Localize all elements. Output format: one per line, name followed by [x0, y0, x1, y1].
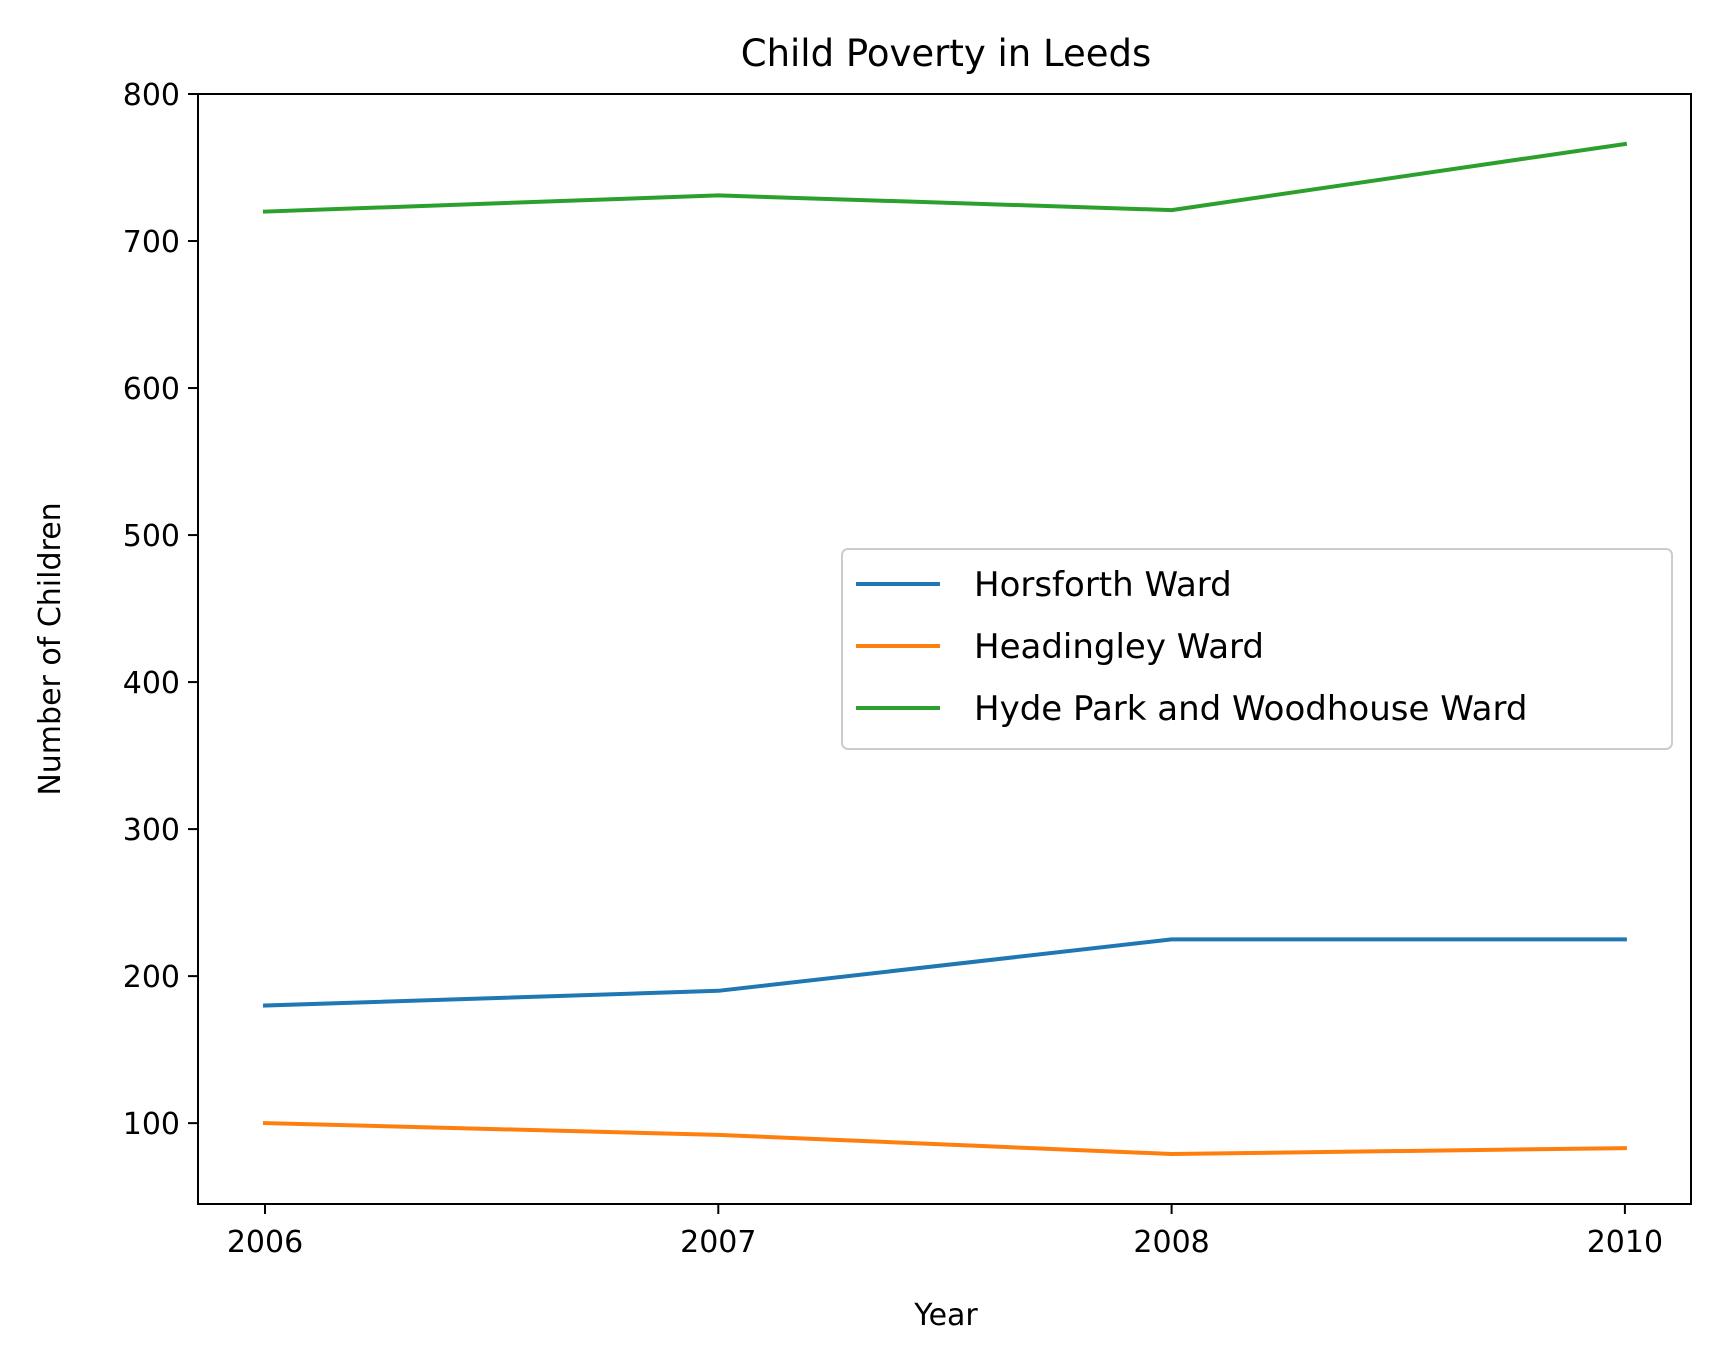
x-axis-ticks: 2006 2007 2008 2010	[227, 1204, 1663, 1260]
y-axis-title: Number of Children	[33, 502, 68, 795]
legend-label: Hyde Park and Woodhouse Ward	[974, 689, 1527, 729]
legend-entries: Horsforth Ward Headingley Ward Hyde Park a…	[856, 565, 1527, 729]
y-tick-label: 400	[123, 666, 180, 701]
x-tick-label: 2010	[1587, 1225, 1663, 1260]
y-tick-label: 200	[123, 960, 180, 995]
y-tick-label: 500	[123, 519, 180, 554]
series-line-1	[262, 937, 1627, 1008]
series-line-3	[262, 141, 1628, 214]
x-axis-title: Year	[913, 1298, 978, 1333]
x-tick-label: 2006	[227, 1225, 303, 1260]
legend-label: Headingley Ward	[974, 627, 1264, 667]
y-tick-label: 700	[123, 225, 180, 260]
y-tick-label: 100	[123, 1107, 180, 1142]
y-tick-label: 800	[123, 78, 180, 113]
x-tick-label: 2008	[1133, 1225, 1209, 1260]
y-tick-label: 600	[123, 372, 180, 407]
series-line-2	[262, 1121, 1627, 1156]
chart-title: Child Poverty in Leeds	[741, 32, 1152, 75]
x-tick-label: 2007	[680, 1225, 756, 1260]
legend: Horsforth Ward Headingley Ward Hyde Park a…	[841, 548, 1673, 750]
y-tick-label: 300	[123, 813, 180, 848]
legend-label: Horsforth Ward	[974, 565, 1232, 605]
y-axis-ticks: 100 200 300 400 500 600 700 800	[123, 78, 198, 1142]
legend-frame	[841, 548, 1673, 750]
plot-lines	[262, 141, 1628, 1156]
plot-frame	[197, 93, 1692, 1205]
